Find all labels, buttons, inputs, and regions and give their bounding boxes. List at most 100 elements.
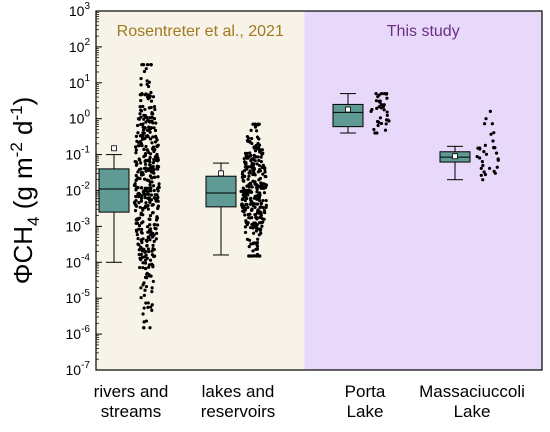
x-tick-label: Porta <box>345 382 386 401</box>
data-point <box>482 150 486 154</box>
data-point <box>153 193 157 197</box>
data-point <box>496 157 500 161</box>
data-point <box>377 120 381 124</box>
data-point <box>152 188 156 193</box>
data-point <box>245 167 249 171</box>
box-iqr <box>98 168 130 213</box>
data-point <box>479 173 483 177</box>
data-point <box>475 154 479 159</box>
data-point <box>376 95 380 99</box>
data-point <box>149 193 154 197</box>
data-point <box>240 170 245 174</box>
data-point <box>141 104 145 109</box>
data-point <box>244 161 248 165</box>
data-point <box>151 279 155 284</box>
data-point <box>143 162 148 166</box>
data-point <box>260 152 264 156</box>
points-0 <box>132 63 161 330</box>
data-point <box>146 118 150 122</box>
data-point <box>377 99 381 103</box>
data-point <box>246 188 250 193</box>
data-point <box>138 256 142 260</box>
data-point <box>257 254 261 258</box>
y-tick-label: 10-1 <box>66 145 91 163</box>
data-point <box>481 163 485 168</box>
data-point <box>135 229 139 234</box>
data-point <box>147 265 151 269</box>
points-2 <box>369 92 391 135</box>
box-mean <box>111 145 117 152</box>
data-point <box>262 217 266 221</box>
data-point <box>138 143 142 148</box>
data-point <box>384 122 388 126</box>
data-point <box>250 216 254 220</box>
data-point <box>139 109 144 113</box>
data-point <box>145 244 149 248</box>
data-point <box>246 155 250 159</box>
data-point <box>257 178 261 182</box>
data-point <box>146 93 151 97</box>
data-point <box>250 208 254 212</box>
data-point <box>153 148 157 152</box>
data-point <box>140 255 145 259</box>
data-point <box>155 164 159 168</box>
data-point <box>261 163 265 167</box>
data-point <box>153 140 158 144</box>
data-point <box>145 204 150 208</box>
data-point <box>137 243 141 247</box>
x-tick-label: rivers and <box>94 382 169 401</box>
data-point <box>248 226 253 230</box>
data-point <box>382 103 386 107</box>
data-point <box>144 201 148 205</box>
data-point <box>152 117 157 121</box>
data-point <box>134 194 138 199</box>
data-point <box>383 128 388 132</box>
data-point <box>246 177 250 181</box>
data-point <box>379 121 384 126</box>
data-point <box>143 107 147 112</box>
data-point <box>251 226 255 230</box>
data-point <box>142 69 147 74</box>
data-point <box>147 273 151 277</box>
data-point <box>139 122 143 127</box>
data-point <box>250 157 254 161</box>
data-point <box>374 92 378 96</box>
data-point <box>245 151 249 156</box>
data-point <box>495 165 499 169</box>
data-point <box>246 221 250 225</box>
box-2 <box>332 93 364 134</box>
data-point <box>147 168 151 172</box>
data-point <box>153 157 157 161</box>
data-point <box>256 237 260 241</box>
data-point <box>245 184 249 188</box>
data-point <box>147 249 151 254</box>
data-point <box>244 202 248 206</box>
data-point <box>133 201 137 205</box>
data-point <box>155 145 159 149</box>
data-point <box>490 122 494 126</box>
data-point <box>145 225 150 229</box>
data-point <box>372 127 376 132</box>
data-point <box>376 123 380 128</box>
data-point <box>145 63 150 67</box>
data-point <box>257 146 261 150</box>
data-point <box>148 200 152 204</box>
data-point <box>138 112 142 116</box>
data-point <box>152 175 156 179</box>
data-point <box>132 183 137 187</box>
data-point <box>256 122 260 126</box>
data-point <box>154 121 158 125</box>
data-point <box>487 166 492 170</box>
data-point <box>151 95 156 99</box>
data-point <box>137 227 141 231</box>
y-tick-label: 10-5 <box>66 288 91 306</box>
data-point <box>139 83 143 87</box>
y-tick-label: 10-7 <box>66 360 91 378</box>
data-point <box>151 161 155 165</box>
data-point <box>150 253 155 257</box>
data-point <box>142 306 146 310</box>
data-point <box>385 96 389 100</box>
data-point <box>247 171 251 175</box>
data-point <box>149 90 153 95</box>
data-point <box>254 229 258 233</box>
